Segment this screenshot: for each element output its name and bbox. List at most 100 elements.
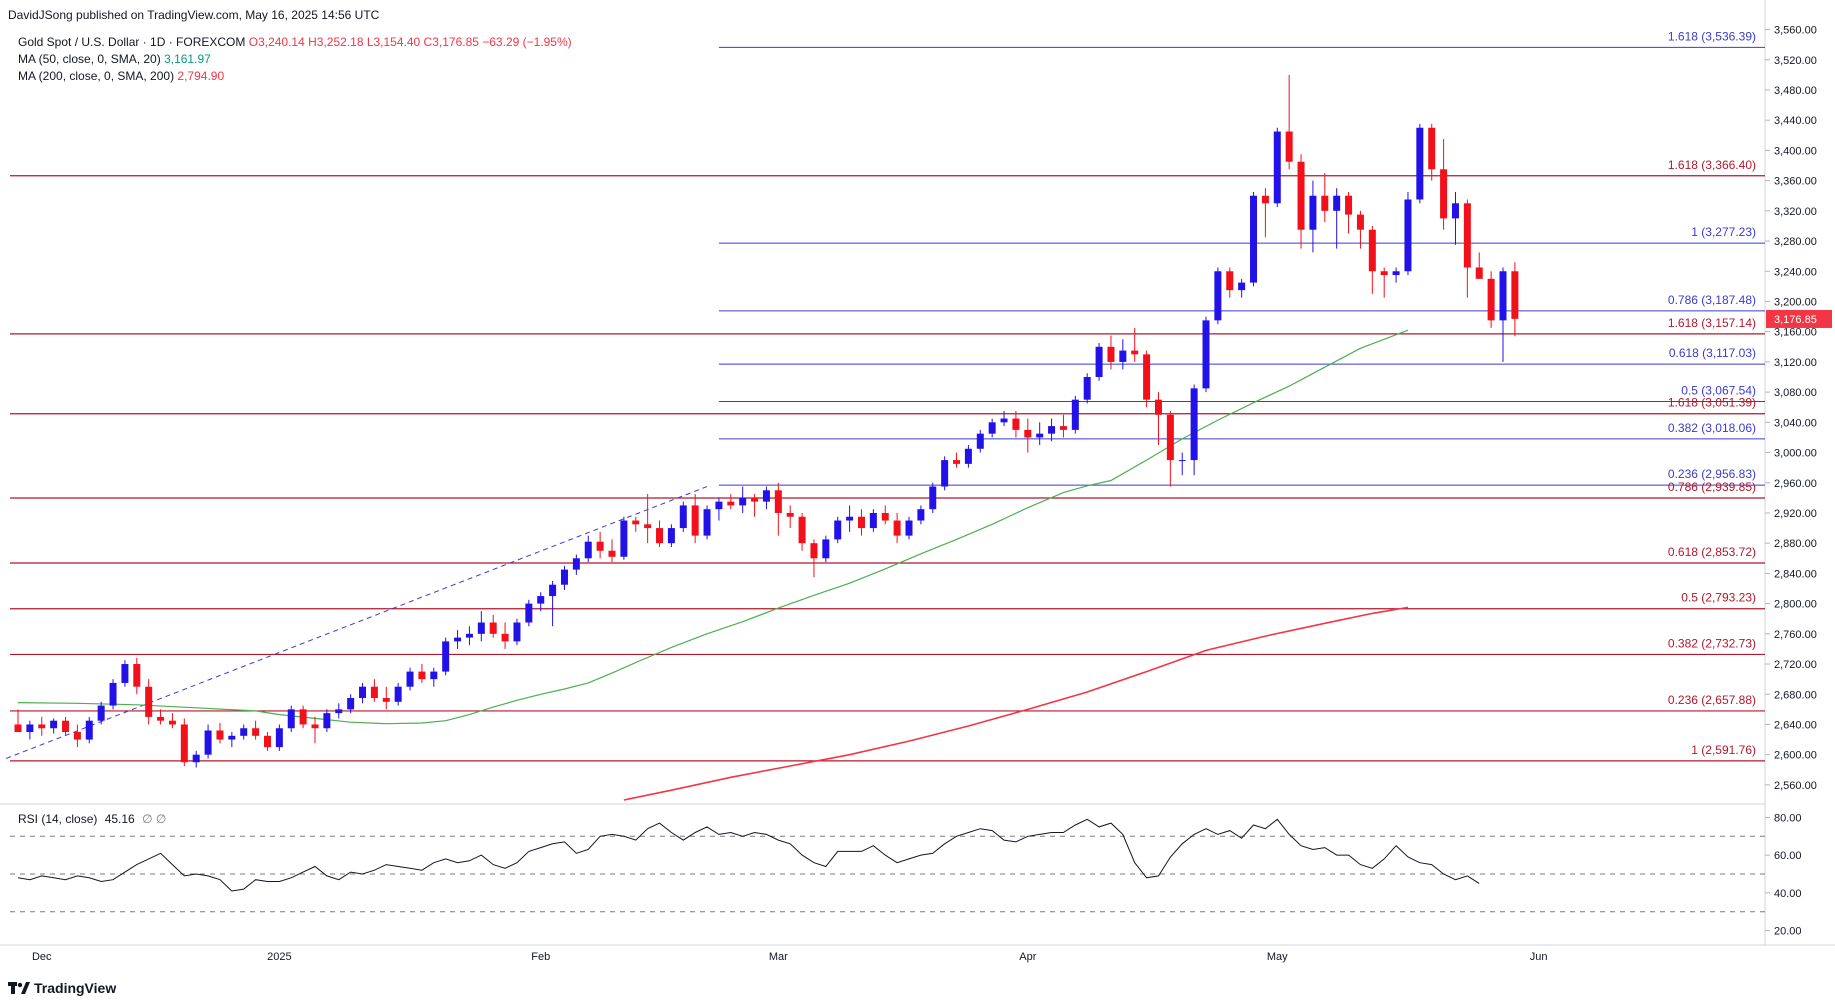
price-tick-label: 3,360.00 — [1774, 176, 1817, 188]
candle-body — [1202, 320, 1210, 389]
candle-up — [905, 516, 913, 540]
candle-body — [917, 509, 925, 521]
price-tick-label: 3,440.00 — [1774, 115, 1817, 127]
candle-body — [988, 422, 996, 434]
candle-body — [537, 596, 545, 604]
publisher-line: DavidJSong published on TradingView.com,… — [8, 8, 380, 22]
candle-body — [38, 724, 46, 729]
fib-level-label: 0.5 (3,067.54) — [1681, 384, 1756, 398]
candle-body — [370, 686, 378, 699]
candle-body — [703, 509, 711, 536]
candle-body — [869, 512, 877, 529]
price-chart[interactable]: 1.618 (3,536.39) 1.618 (3,366.40) 1 (3,277… — [0, 0, 1835, 975]
candle-body — [1273, 131, 1281, 204]
fib-level-label: 0.382 (3,018.06) — [1668, 421, 1756, 435]
candle-body — [1178, 460, 1186, 462]
candle-down — [180, 718, 188, 767]
candle-body — [1000, 418, 1008, 423]
candle-body — [1083, 377, 1091, 400]
candle-body — [584, 541, 592, 559]
candle-up — [537, 592, 545, 612]
candle-up — [1214, 267, 1222, 325]
candle-body — [275, 728, 283, 748]
candle-down — [73, 724, 81, 748]
candle-up — [762, 486, 770, 510]
candle-body — [905, 520, 913, 536]
candle-body — [240, 728, 248, 736]
candle-down — [656, 520, 664, 547]
price-tick-label: 3,200.00 — [1774, 296, 1817, 308]
candle-body — [1012, 418, 1020, 430]
candle-body — [727, 501, 735, 506]
candle-body — [929, 486, 937, 510]
candle-down — [263, 732, 271, 751]
candle-down — [252, 720, 260, 740]
candle-body — [1107, 346, 1115, 362]
symbol-legend-row[interactable]: Gold Spot / U.S. Dollar · 1D · FOREXCOM … — [18, 34, 572, 51]
candle-down — [418, 664, 426, 683]
candle-up — [715, 497, 723, 521]
candle-body — [1119, 350, 1127, 362]
candle-body — [287, 709, 295, 729]
price-tick-label: 3,280.00 — [1774, 236, 1817, 248]
candle-body — [1487, 278, 1495, 321]
fib-level-label: 0.618 (2,853.72) — [1668, 545, 1756, 559]
candle-body — [644, 524, 652, 529]
candle-body — [656, 528, 664, 544]
candle-body — [394, 686, 402, 702]
candle-body — [323, 713, 331, 729]
candle-down — [1107, 335, 1115, 370]
fib-level-label: 0.618 (3,117.03) — [1669, 346, 1756, 360]
candle-up — [917, 505, 925, 525]
candles — [14, 74, 1519, 768]
candle-body — [1380, 271, 1388, 276]
candle-up — [1095, 343, 1103, 381]
candle-body — [180, 724, 188, 763]
tradingview-logo[interactable]: TradingView — [8, 980, 116, 996]
rsi-line — [17, 818, 1480, 892]
candle-up — [442, 637, 450, 676]
candle-up — [869, 509, 877, 532]
candle-body — [489, 622, 497, 634]
candle-up — [1083, 373, 1091, 404]
candle-down — [1059, 414, 1067, 438]
candle-down — [1511, 262, 1519, 337]
candle-up — [1190, 384, 1198, 476]
price-axis: 2,560.00 2,600.00 2,640.00 2,680.00 2,720.00… — [1765, 25, 1832, 792]
candle-body — [1143, 354, 1151, 400]
candle-body — [1511, 271, 1519, 319]
ma50-legend-row[interactable]: MA (50, close, 0, SMA, 20) 3,161.97 — [18, 51, 572, 68]
candle-up — [964, 444, 972, 468]
candle-body — [14, 724, 22, 733]
candle-down — [1475, 252, 1483, 279]
rsi-legend[interactable]: RSI (14, close) 45.16 ∅ ∅ — [18, 812, 166, 826]
candle-up — [929, 482, 937, 513]
rsi-value: 45.16 — [104, 812, 135, 826]
price-tick-label: 2,680.00 — [1774, 689, 1817, 701]
candle-down — [893, 512, 901, 544]
fib-level-label: 1.618 (3,366.40) — [1668, 158, 1756, 172]
candle-up — [834, 516, 842, 544]
price-tick-label: 2,600.00 — [1774, 750, 1817, 762]
candle-up — [1333, 188, 1341, 249]
candle-up — [465, 626, 473, 646]
rsi-label: RSI (14, close) — [18, 812, 98, 826]
candle-body — [1356, 214, 1364, 230]
candle-body — [85, 720, 93, 740]
candle-up — [1273, 127, 1281, 208]
ma200-legend-row[interactable]: MA (200, close, 0, SMA, 200) 2,794.90 — [18, 68, 572, 85]
fib-level-label: 0.5 (2,793.23) — [1681, 591, 1756, 605]
price-tick-label: 3,080.00 — [1774, 387, 1817, 399]
candle-body — [1345, 195, 1353, 215]
candle-down — [1012, 411, 1020, 438]
price-tick-label: 3,400.00 — [1774, 145, 1817, 157]
candle-body — [406, 671, 414, 687]
fib-level-label: 0.382 (2,732.73) — [1668, 636, 1756, 650]
candle-body — [1024, 429, 1032, 438]
candle-body — [477, 622, 485, 634]
price-tick-label: 3,240.00 — [1774, 266, 1817, 278]
candle-body — [216, 730, 224, 740]
time-axis-label: May — [1267, 951, 1288, 963]
tradingview-brand: TradingView — [34, 980, 117, 996]
candle-up — [109, 679, 117, 710]
